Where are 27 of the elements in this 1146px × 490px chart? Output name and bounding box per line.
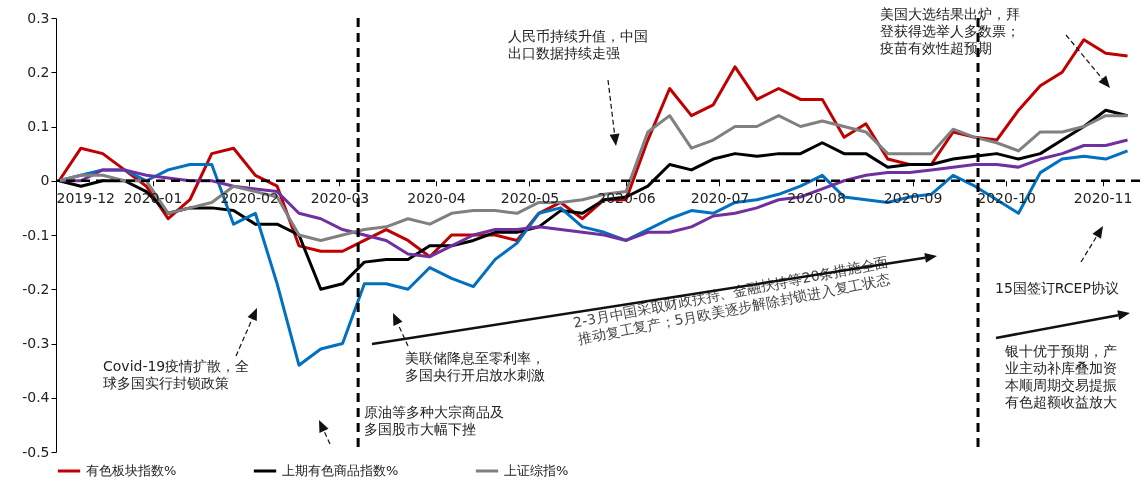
y-tick-label: -0.3 xyxy=(22,335,50,351)
annotation: 美联储降息至零利率，多国央行开启放水刺激 xyxy=(405,350,546,384)
x-tick-label: 2020-03 xyxy=(310,190,370,207)
annotation: 人民币持续升值，中国出口数据持续走强 xyxy=(508,28,649,62)
x-tick-label: 2020-08 xyxy=(787,190,846,207)
legend-label: 上证综指% xyxy=(504,463,569,478)
y-tick-label: 0 xyxy=(40,172,50,189)
y-tick-label: -0.2 xyxy=(22,280,50,297)
y-tick-label: -0.5 xyxy=(22,443,50,460)
annotation: 15国签订RCEP协议 xyxy=(995,280,1120,297)
annotation: 美国大选结果出炉，拜登获得选举人多数票；疫苗有效性超预期 xyxy=(880,6,1020,57)
y-tick-label: 0.1 xyxy=(27,118,50,134)
x-tick-label: 2019-12 xyxy=(56,190,115,207)
y-tick-label: 0.3 xyxy=(27,9,50,26)
legend-label: 有色板块指数% xyxy=(86,463,177,478)
x-tick-label: 2020-11 xyxy=(1073,190,1133,207)
x-tick-label: 2020-07 xyxy=(690,190,750,207)
y-tick-label: -0.1 xyxy=(22,226,50,243)
x-tick-label: 2020-04 xyxy=(407,190,466,207)
legend-label: 上期有色商品指数% xyxy=(282,463,399,478)
line-series xyxy=(57,114,1130,242)
annotation: 原油等多种大宗商品及多国股市大幅下挫 xyxy=(364,404,505,438)
annotation: Covid-19疫情扩散，全球多国实行封锁政策 xyxy=(103,358,251,392)
x-tick-label: 2020-05 xyxy=(500,190,560,207)
y-tick-label: 0.2 xyxy=(27,63,50,80)
y-tick-label: -0.4 xyxy=(22,389,50,406)
annotation: 银十优于预期，产业主动补库叠加资本顺周期交易提振有色超额收益放大 xyxy=(1004,343,1117,411)
